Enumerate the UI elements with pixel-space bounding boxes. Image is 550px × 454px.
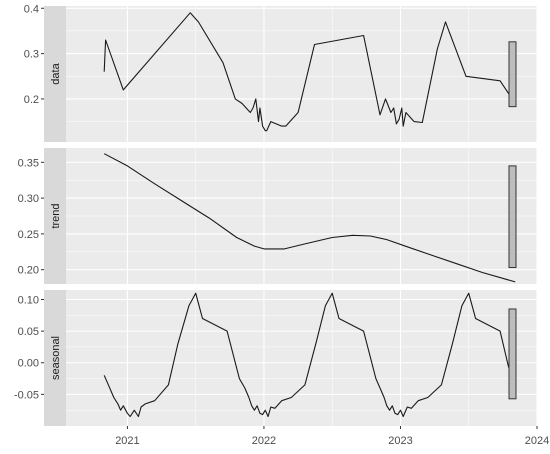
panel-data: data 0.2 0.3 0.4 [24,3,538,142]
series-line-seasonal [103,292,516,418]
y-tick-label: 0.4 [24,3,39,15]
x-tick-label: 2023 [388,435,412,447]
y-tick-label: 0.20 [18,265,39,277]
panel-trend: trend 0.20 0.25 0.30 0.35 [18,148,538,284]
x-tick-label: 2024 [525,435,549,447]
y-tick-label: 0.3 [24,49,39,61]
y-tick-label: 0.25 [18,229,39,241]
y-tick-label: 0.05 [18,326,39,338]
y-tick-label: -0.05 [14,389,39,401]
strip-label-seasonal: seasonal [50,336,62,380]
panel-background [66,6,537,142]
strip-label-data: data [50,62,62,84]
strip-label-trend: trend [50,203,62,228]
series-line-trend [103,153,516,283]
gridlines [66,290,538,426]
panel-background [66,290,537,426]
y-tick-label: 0.2 [24,94,39,106]
y-tick-label: 0.30 [18,193,39,205]
y-tick-label: 0.00 [18,358,39,370]
series-line-data [103,12,516,132]
gridlines [66,148,538,284]
strip-background [44,290,66,426]
strip-background [44,148,66,284]
x-tick-label: 2021 [115,435,139,447]
strip-background [44,6,66,142]
y-tick-label: 0.35 [18,157,39,169]
range-bar [508,308,517,400]
panel-seasonal: seasonal -0.05 0.00 0.05 0.10 [14,290,538,426]
x-tick-label: 2022 [252,435,276,447]
y-tick-label: 0.10 [18,294,39,306]
range-bar [508,41,517,108]
range-bar [508,165,517,269]
x-axis: 2021 2022 2023 2024 [115,426,549,447]
chart-panels: data 0.2 0.3 0.4 trend 0.20 0.25 0.30 0.35 season… [14,3,538,426]
